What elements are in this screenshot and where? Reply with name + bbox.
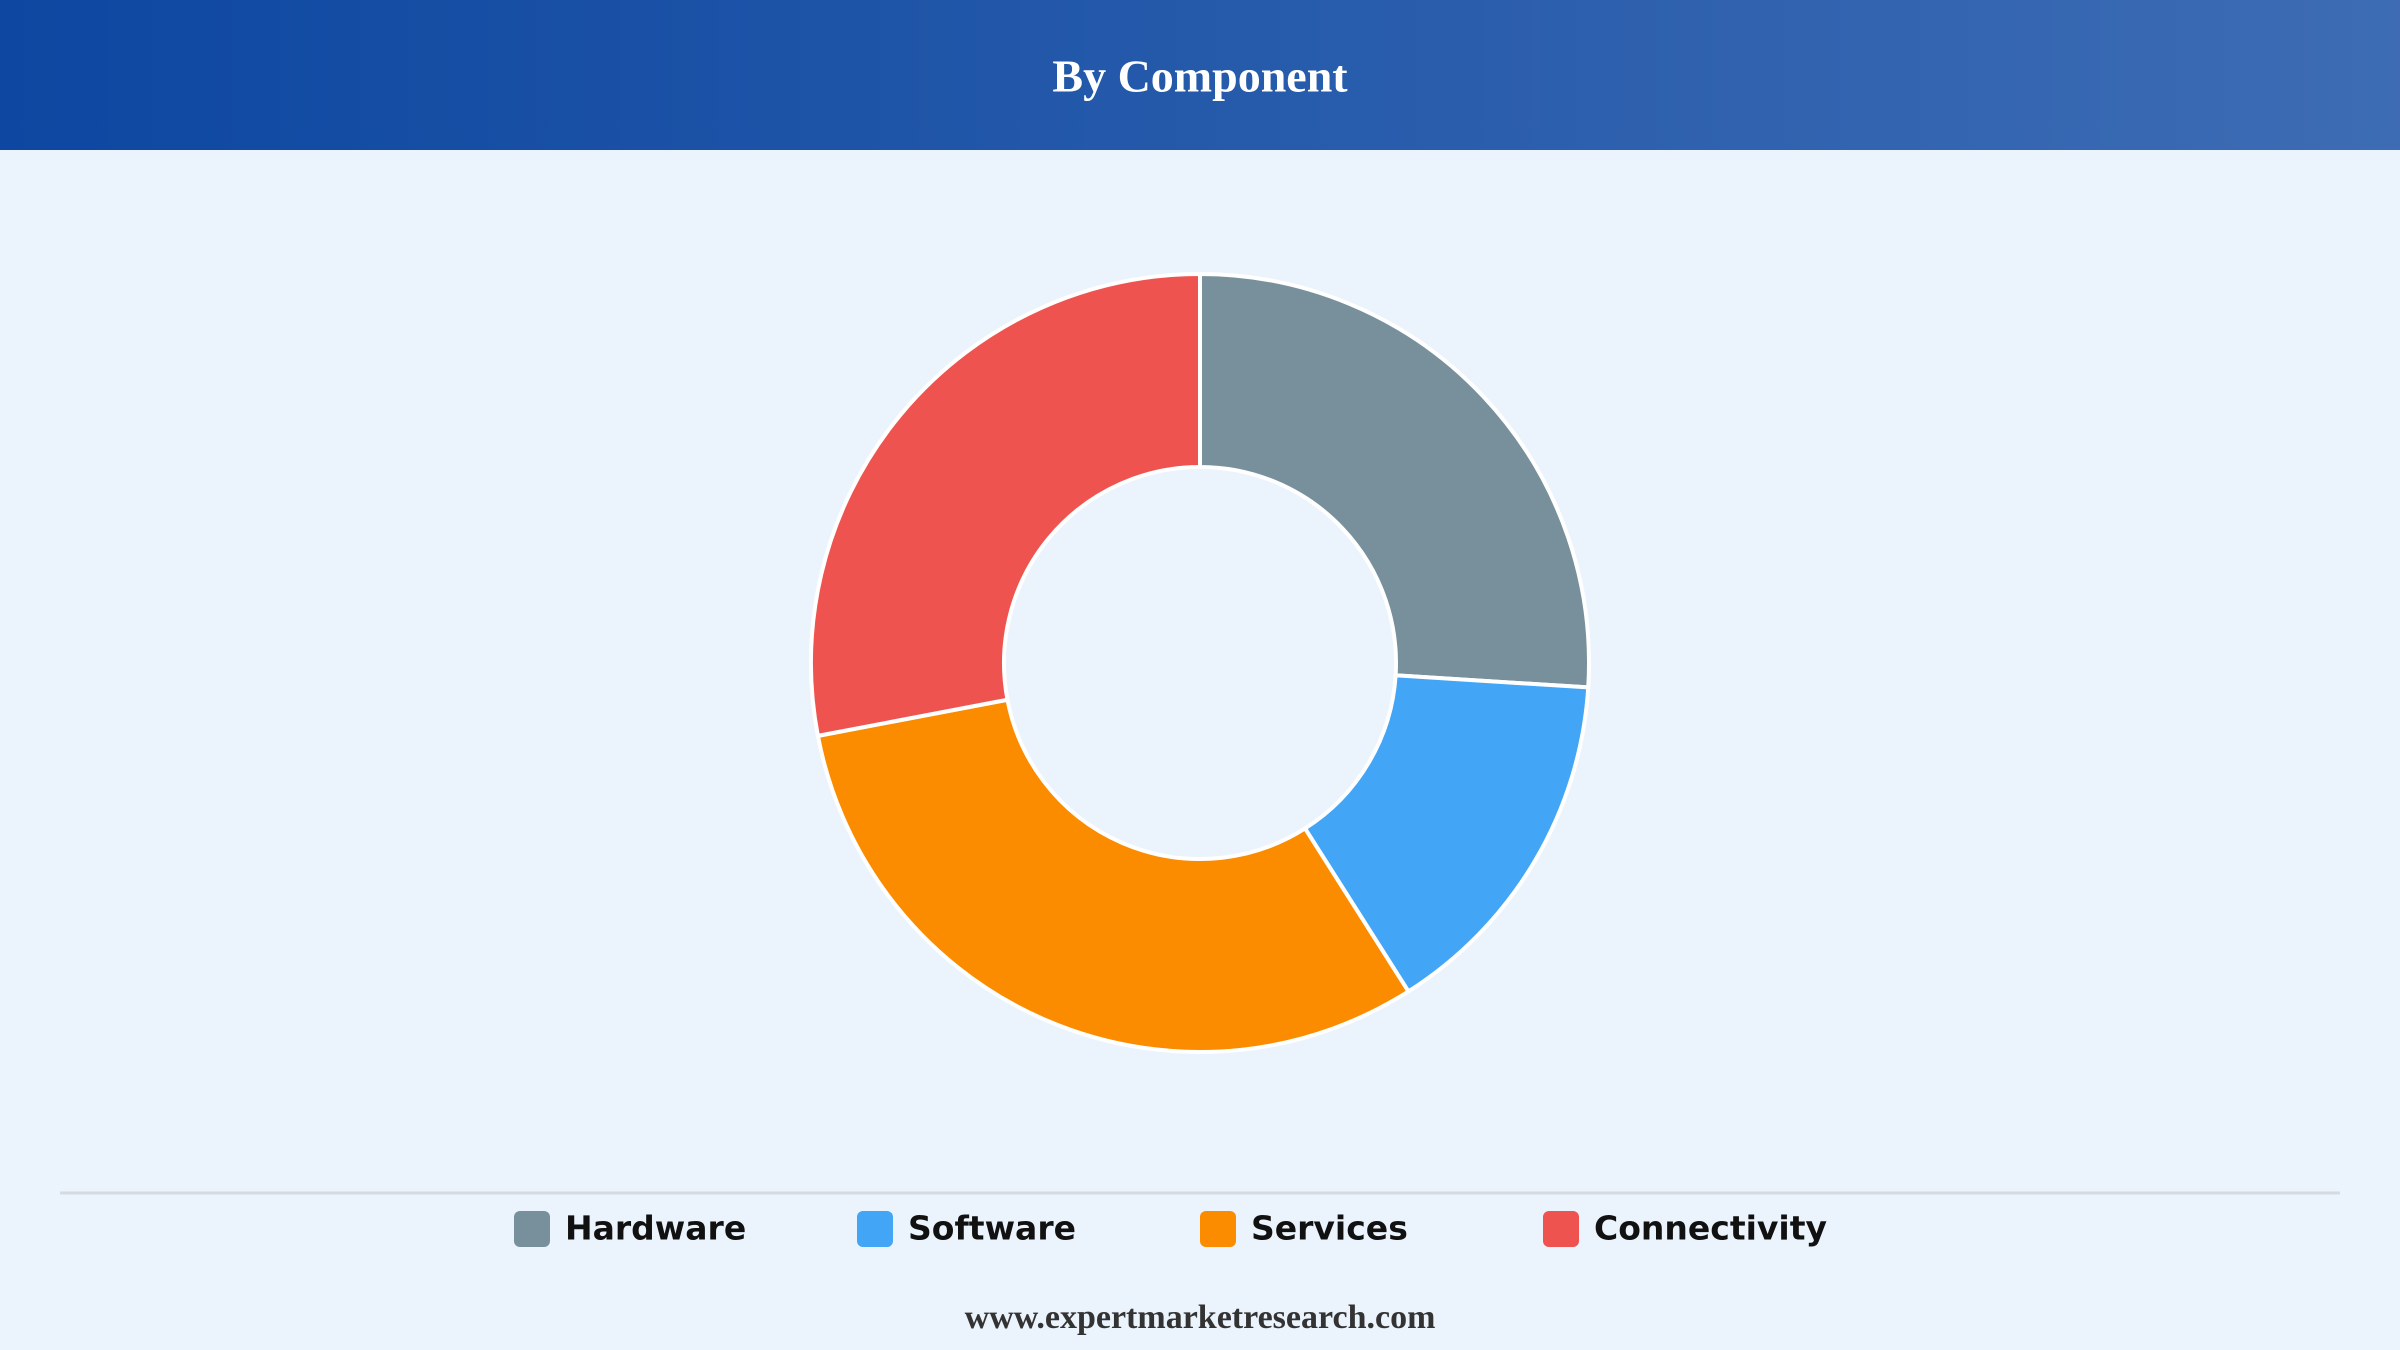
legend-swatch	[514, 1211, 550, 1247]
legend-swatch	[1543, 1211, 1579, 1247]
header-bar	[0, 0, 2400, 150]
legend-label: Hardware	[565, 1209, 746, 1248]
legend-label: Services	[1251, 1209, 1408, 1248]
legend-label: Software	[908, 1209, 1076, 1248]
slice	[815, 697, 1412, 1054]
slice	[1302, 673, 1591, 995]
slice	[809, 271, 1202, 739]
legend-swatch	[1200, 1211, 1236, 1247]
footer: www.expertmarketresearch.com	[965, 1299, 1436, 1336]
legend-label: Connectivity	[1594, 1209, 1827, 1248]
slice	[1198, 271, 1591, 690]
chart-title: By Component	[1052, 51, 1348, 102]
legend-swatch	[857, 1211, 893, 1247]
